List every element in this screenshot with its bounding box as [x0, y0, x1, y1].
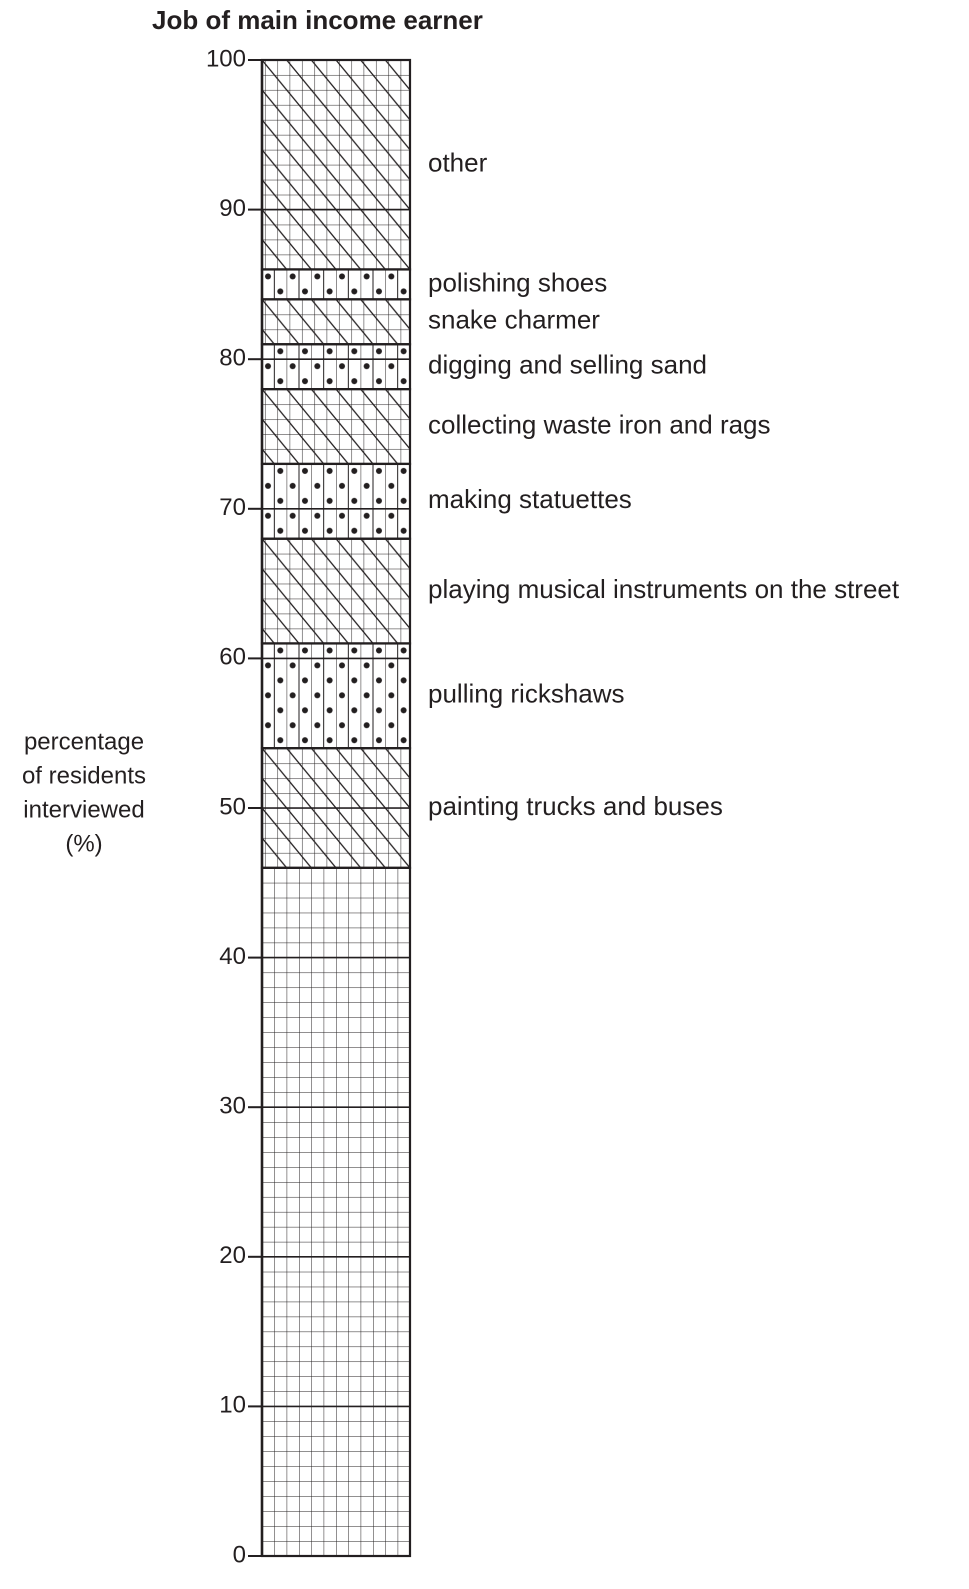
segment-label: other — [428, 148, 488, 178]
segment-label: polishing shoes — [428, 267, 607, 297]
y-tick-label: 0 — [233, 1541, 246, 1568]
y-tick-label: 10 — [219, 1392, 246, 1419]
segment-label: collecting waste iron and rags — [428, 409, 771, 439]
y-tick-label: 30 — [219, 1093, 246, 1120]
bar-segment — [260, 58, 412, 271]
bar-segment — [260, 866, 412, 1558]
segment-label: digging and selling sand — [428, 350, 707, 380]
y-tick-label: 80 — [219, 345, 246, 372]
segment-label: pulling rickshaws — [428, 679, 625, 709]
y-tick-label: 40 — [219, 943, 246, 970]
bar-segment — [260, 537, 412, 645]
bar-segment — [260, 388, 412, 466]
segment-label: making statuettes — [428, 484, 632, 514]
chart-title: Job of main income earner — [152, 5, 483, 35]
y-axis-label: percentage — [24, 728, 144, 755]
segment-label: playing musical instruments on the stree… — [428, 574, 900, 604]
y-tick-label: 90 — [219, 195, 246, 222]
bar-segment — [260, 343, 412, 391]
y-axis-label: interviewed — [23, 796, 144, 823]
y-axis-label: (%) — [65, 830, 102, 857]
y-tick-label: 100 — [206, 45, 246, 72]
y-tick-label: 20 — [219, 1242, 246, 1269]
y-tick-label: 70 — [219, 494, 246, 521]
bar-segment — [260, 298, 412, 346]
bar-segment — [260, 642, 412, 750]
y-tick-label: 60 — [219, 644, 246, 671]
bar-segment — [260, 462, 412, 540]
segment-label: snake charmer — [428, 305, 600, 335]
y-tick-label: 50 — [219, 793, 246, 820]
y-axis-label: of residents — [22, 762, 146, 789]
bar-segment — [260, 268, 412, 301]
segment-label: painting trucks and buses — [428, 791, 723, 821]
